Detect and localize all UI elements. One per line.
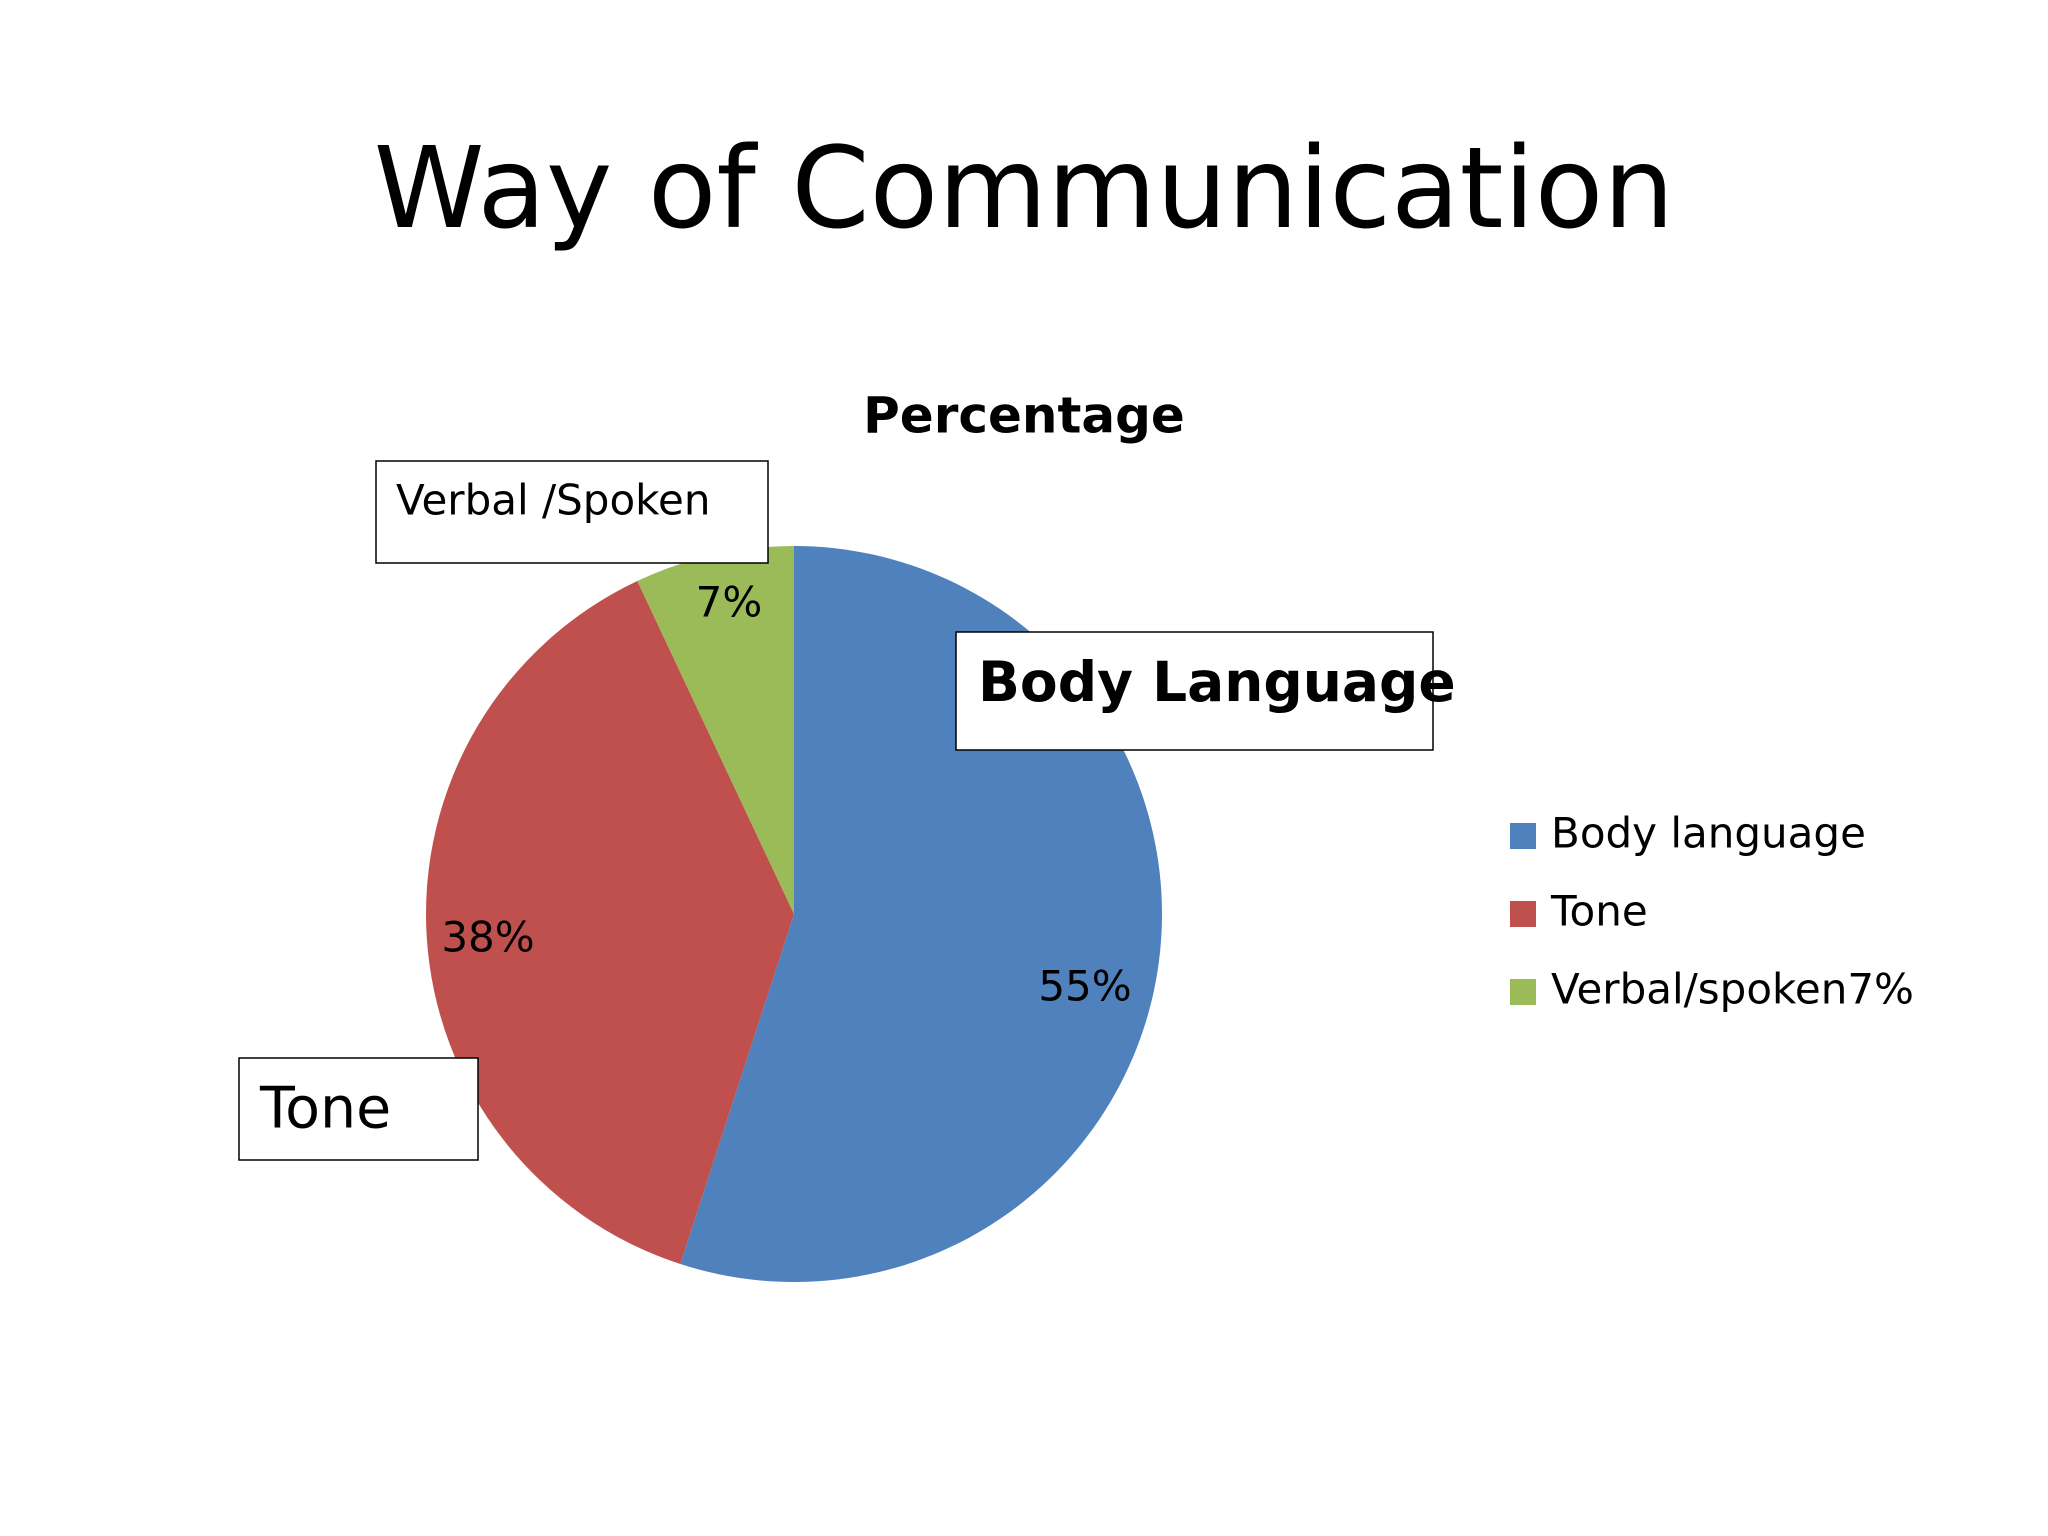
slide-title: Way of Communication xyxy=(374,124,1674,254)
legend-label: Tone xyxy=(1550,887,1648,936)
annotation-box xyxy=(238,1057,479,1161)
pie-slice xyxy=(425,581,794,1264)
annotation-box xyxy=(955,631,1434,751)
legend-swatch xyxy=(1510,979,1536,1005)
legend-swatch xyxy=(1510,901,1536,927)
data-label: 7% xyxy=(696,578,763,627)
annotation-box xyxy=(375,460,769,564)
annotation: Tone xyxy=(259,1076,391,1142)
annotation: Verbal /Spoken xyxy=(396,476,710,525)
legend-swatch xyxy=(1510,823,1536,849)
annotation: Body Language xyxy=(978,650,1456,714)
legend-label: Body language xyxy=(1551,809,1866,858)
data-label: 55% xyxy=(1038,962,1131,1011)
legend-label: Verbal/spoken7% xyxy=(1551,965,1914,1014)
labels: 55% 38% 7% xyxy=(441,578,1131,1011)
chart-title: Percentage xyxy=(863,387,1185,445)
pie-slice xyxy=(637,546,794,914)
data-label: 38% xyxy=(441,913,534,962)
